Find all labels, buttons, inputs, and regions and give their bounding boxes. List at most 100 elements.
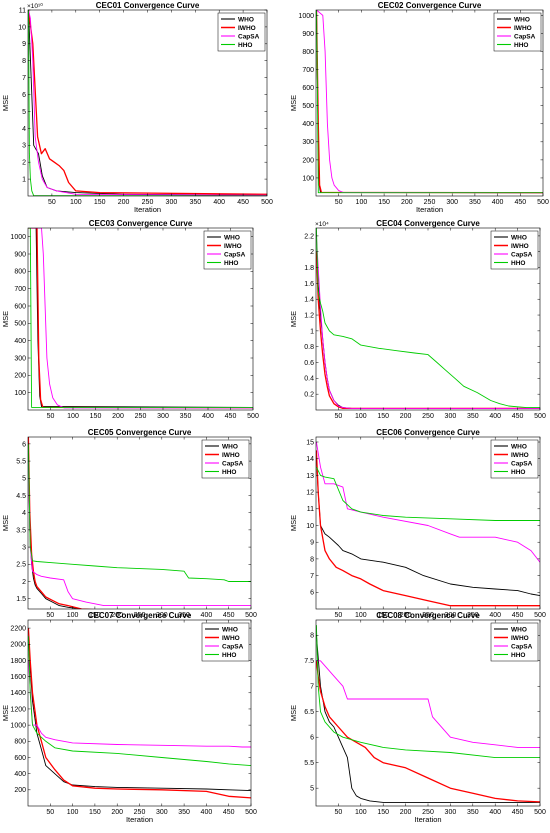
x-tick-label: 300 bbox=[445, 413, 457, 420]
y-tick-label: 1000 bbox=[10, 234, 26, 241]
series-line-capsa bbox=[28, 10, 267, 196]
x-tick-label: 350 bbox=[467, 612, 479, 619]
chart-title: CEC02 Convergence Curve bbox=[378, 1, 482, 10]
x-tick-label: 150 bbox=[89, 612, 101, 619]
series-line-capsa bbox=[28, 228, 253, 409]
y-tick-label: 1.2 bbox=[304, 312, 314, 319]
y-tick-label: 0.2 bbox=[304, 392, 314, 399]
series-line-iwho bbox=[316, 251, 540, 410]
legend-label-who: WHO bbox=[238, 16, 254, 23]
x-tick-label: 50 bbox=[335, 809, 343, 816]
legend-label-hho: HHO bbox=[222, 469, 236, 476]
chart-panel-8: 50 100 150 200 250 300 350 400 450 500 5 5.5 6 6.5 7 7.… bbox=[289, 611, 546, 824]
y-tick-label: 400 bbox=[302, 121, 314, 128]
x-tick-label: 50 bbox=[47, 413, 55, 420]
y-tick-label: 0.4 bbox=[304, 376, 314, 383]
x-tick-label: 300 bbox=[445, 612, 457, 619]
x-tick-label: 350 bbox=[467, 809, 479, 816]
y-tick-label: 1200 bbox=[10, 706, 26, 713]
y-tick-label: 4.5 bbox=[16, 493, 26, 500]
y-tick-label: 8 bbox=[310, 633, 314, 640]
y-tick-label: 200 bbox=[14, 373, 26, 380]
y-tick-label: 11 bbox=[19, 7, 26, 14]
x-tick-label: 500 bbox=[247, 413, 259, 420]
series-line-who bbox=[28, 10, 267, 196]
legend-label-capsa: CapSA bbox=[224, 251, 246, 258]
y-tick-label: 800 bbox=[302, 49, 314, 56]
x-tick-label: 100 bbox=[355, 413, 367, 420]
legend-label-capsa: CapSA bbox=[511, 643, 533, 650]
y-axis-label: MSE bbox=[289, 515, 298, 531]
series-line-iwho bbox=[28, 628, 251, 799]
y-tick-label: 600 bbox=[302, 85, 314, 92]
x-tick-label: 450 bbox=[514, 199, 526, 206]
chart-panel-2: 50 100 150 200 250 300 350 400 450 500 100 200 300 40… bbox=[289, 1, 549, 214]
legend-label-who: WHO bbox=[222, 443, 238, 450]
x-tick-label: 300 bbox=[156, 612, 168, 619]
legend-label-iwho: IWHO bbox=[514, 25, 532, 32]
legend-label-who: WHO bbox=[514, 16, 530, 23]
x-tick-label: 300 bbox=[445, 809, 457, 816]
x-tick-label: 50 bbox=[46, 809, 54, 816]
x-tick-label: 300 bbox=[446, 199, 458, 206]
x-tick-label: 100 bbox=[67, 809, 79, 816]
series-line-who bbox=[28, 644, 251, 792]
x-tick-label: 450 bbox=[223, 612, 235, 619]
x-tick-label: 350 bbox=[180, 413, 192, 420]
y-tick-label: 200 bbox=[14, 787, 26, 794]
series-line-who bbox=[316, 635, 540, 803]
series-line-hho bbox=[28, 636, 251, 767]
y-tick-label: 10 bbox=[18, 24, 26, 31]
x-tick-label: 500 bbox=[534, 612, 546, 619]
x-axis-label: Iteration bbox=[416, 205, 443, 214]
y-tick-label: 500 bbox=[14, 321, 26, 328]
x-tick-label: 100 bbox=[70, 199, 82, 206]
y-axis-label: MSE bbox=[289, 311, 298, 327]
x-tick-label: 250 bbox=[134, 809, 146, 816]
y-tick-label: 5.5 bbox=[16, 458, 26, 465]
x-tick-label: 200 bbox=[401, 199, 413, 206]
y-tick-label: 7 bbox=[22, 75, 26, 82]
x-tick-label: 400 bbox=[492, 199, 504, 206]
y-tick-label: 7 bbox=[310, 573, 314, 580]
y-tick-label: 5.5 bbox=[304, 760, 314, 767]
legend-label-iwho: IWHO bbox=[511, 243, 529, 250]
x-tick-label: 150 bbox=[90, 413, 102, 420]
series-group bbox=[316, 10, 543, 194]
x-tick-label: 500 bbox=[534, 413, 546, 420]
chart-title: CEC03 Convergence Curve bbox=[89, 219, 193, 228]
series-line-hho bbox=[316, 625, 540, 759]
series-line-iwho bbox=[316, 450, 540, 607]
x-tick-label: 450 bbox=[237, 199, 249, 206]
x-tick-label: 450 bbox=[225, 413, 237, 420]
x-tick-label: 350 bbox=[178, 809, 190, 816]
x-tick-label: 350 bbox=[467, 413, 479, 420]
x-tick-label: 50 bbox=[46, 612, 54, 619]
series-line-who bbox=[316, 458, 540, 597]
y-tick-label: 9 bbox=[310, 540, 314, 547]
x-tick-label: 150 bbox=[377, 612, 389, 619]
chart-panel-4: 50 100 150 200 250 300 350 400 450 500 0.2 0.4 0.6 0.… bbox=[289, 219, 546, 420]
legend-label-who: WHO bbox=[511, 234, 527, 241]
x-tick-label: 500 bbox=[261, 199, 273, 206]
y-tick-label: 8 bbox=[22, 58, 26, 65]
y-tick-label: 2 bbox=[310, 249, 314, 256]
y-tick-label: 13 bbox=[306, 473, 314, 480]
series-group bbox=[28, 628, 251, 799]
x-tick-label: 250 bbox=[135, 413, 147, 420]
y-axis-label: MSE bbox=[289, 95, 298, 111]
y-tick-label: 400 bbox=[14, 771, 26, 778]
x-tick-label: 250 bbox=[422, 809, 434, 816]
y-tick-label: 6 bbox=[310, 735, 314, 742]
legend-label-who: WHO bbox=[511, 626, 527, 633]
y-tick-label: 8 bbox=[310, 556, 314, 563]
y-axis-label: MSE bbox=[1, 311, 10, 327]
legend-label-hho: HHO bbox=[514, 42, 528, 49]
y-tick-label: 11 bbox=[307, 506, 314, 513]
y-tick-label: 800 bbox=[14, 739, 26, 746]
x-tick-label: 400 bbox=[201, 612, 213, 619]
